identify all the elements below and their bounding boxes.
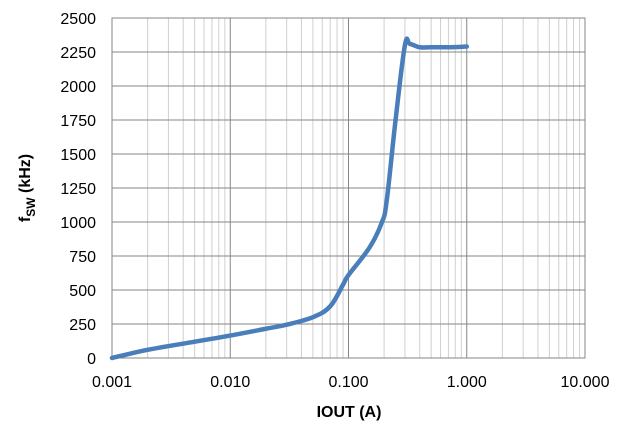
y-tick-label: 500 (69, 283, 96, 300)
y-tick-label: 2500 (60, 11, 96, 28)
y-tick-label: 0 (87, 351, 96, 368)
x-tick-label: 10.000 (561, 374, 610, 391)
y-axis-title-unit: (kHz) (17, 154, 34, 198)
y-tick-label: 250 (69, 317, 96, 334)
x-tick-label: 0.100 (328, 374, 368, 391)
y-tick-label: 1250 (60, 181, 96, 198)
y-tick-label: 2000 (60, 79, 96, 96)
y-axis-title: fSW (kHz) (17, 154, 38, 222)
y-tick-label: 750 (69, 249, 96, 266)
plot-border (111, 17, 586, 359)
y-tick-label: 1750 (60, 113, 96, 130)
x-tick-label: 1.000 (447, 374, 487, 391)
y-tick-label: 1000 (60, 215, 96, 232)
x-tick-labels: 0.001 0.010 0.100 1.000 10.000 (92, 374, 610, 391)
x-tick-label: 0.010 (210, 374, 250, 391)
y-axis-title-sub: SW (24, 197, 38, 217)
series-line (109, 36, 469, 361)
y-axis-title-main: f (17, 216, 34, 222)
y-tick-label: 2250 (60, 45, 96, 62)
series-layer (109, 36, 469, 361)
y-tick-labels: 0 250 500 750 1000 1250 1500 1750 2000 2250 2500 (60, 11, 96, 368)
x-tick-label: 0.001 (92, 374, 132, 391)
x-axis-title: IOUT (A) (317, 404, 382, 421)
y-tick-label: 1500 (60, 147, 96, 164)
